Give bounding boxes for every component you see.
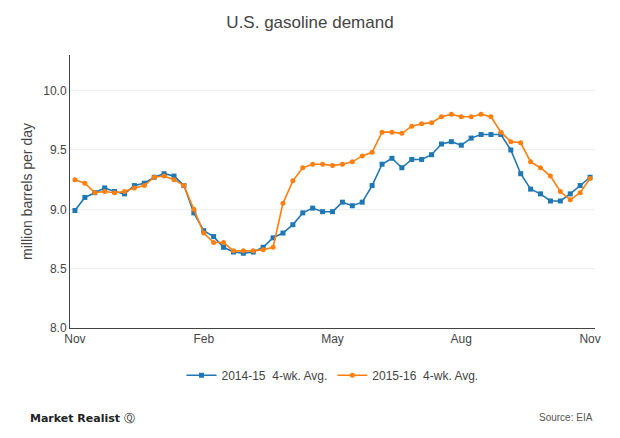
svg-text:Aug: Aug xyxy=(451,332,472,346)
svg-text:May: May xyxy=(321,332,344,346)
svg-text:million barrels per day: million barrels per day xyxy=(19,123,35,260)
svg-text:8.0: 8.0 xyxy=(50,321,67,335)
svg-text:Market Realist Ⓠ: Market Realist Ⓠ xyxy=(30,412,135,425)
svg-text:U.S. gasoline demand: U.S. gasoline demand xyxy=(226,13,393,32)
svg-text:2014-15 4-wk. Avg.: 2014-15 4-wk. Avg. xyxy=(222,369,328,383)
svg-text:2015-16 4-wk. Avg.: 2015-16 4-wk. Avg. xyxy=(372,369,478,383)
svg-text:Nov: Nov xyxy=(64,332,85,346)
svg-text:9.0: 9.0 xyxy=(50,203,67,217)
svg-text:Nov: Nov xyxy=(579,332,600,346)
svg-text:9.5: 9.5 xyxy=(50,143,67,157)
svg-text:Feb: Feb xyxy=(193,332,214,346)
svg-text:Source: EIA: Source: EIA xyxy=(539,412,593,423)
svg-text:10.0: 10.0 xyxy=(43,84,67,98)
svg-text:8.5: 8.5 xyxy=(50,262,67,276)
